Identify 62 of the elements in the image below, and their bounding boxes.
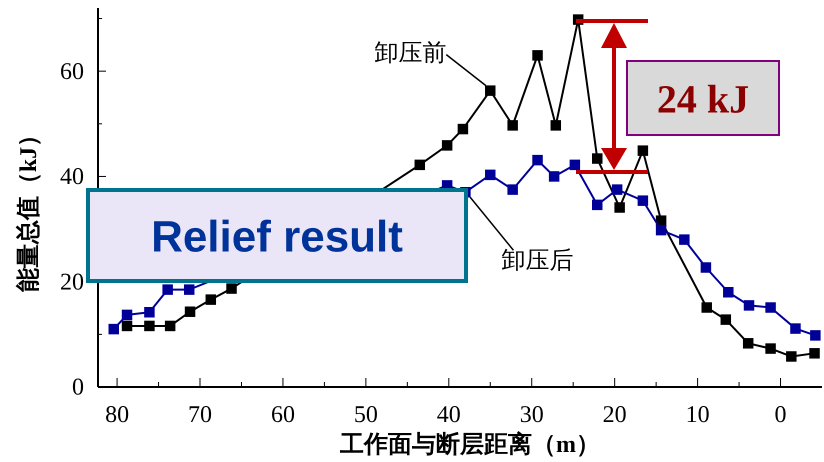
point <box>765 302 776 313</box>
point <box>226 283 237 294</box>
x-tick-label: 50 <box>354 402 378 428</box>
y-tick-label: 60 <box>60 58 84 85</box>
x-tick-label: 10 <box>686 402 710 428</box>
point <box>550 120 562 131</box>
x-tick-label: 30 <box>520 402 544 428</box>
point <box>458 124 468 134</box>
point <box>122 310 132 320</box>
point <box>507 120 518 131</box>
y-axis-title: 能量总值（kJ） <box>15 122 42 292</box>
point <box>765 343 776 354</box>
point <box>507 184 518 195</box>
point <box>184 306 196 317</box>
x-tick-label: 40 <box>436 402 461 428</box>
point <box>700 262 712 273</box>
y-tick-label: 40 <box>60 164 84 190</box>
point <box>144 320 155 332</box>
point <box>548 171 560 182</box>
legend-label: 卸压前 <box>374 40 446 67</box>
point <box>532 154 543 166</box>
point <box>164 320 176 332</box>
point <box>742 338 754 349</box>
x-tick-label: 60 <box>270 402 295 428</box>
point <box>679 234 690 245</box>
point <box>592 200 602 210</box>
point <box>809 348 820 359</box>
point <box>144 307 155 318</box>
point <box>638 195 648 206</box>
point <box>790 323 801 334</box>
point <box>810 330 821 341</box>
point <box>485 85 496 96</box>
point <box>701 302 712 313</box>
point <box>485 170 496 180</box>
point <box>206 294 216 305</box>
y-tick-label: 0 <box>72 374 84 401</box>
annotation: 24 kJ <box>656 76 750 122</box>
point <box>612 184 622 195</box>
series-label: 卸压后 <box>501 248 574 274</box>
point <box>592 153 602 164</box>
point <box>108 324 119 334</box>
point <box>720 314 732 325</box>
point <box>656 224 666 236</box>
x-tick-label: 0 <box>774 402 787 428</box>
point <box>723 287 734 298</box>
point <box>614 202 625 213</box>
x-tick-label: 70 <box>188 402 212 428</box>
point <box>184 284 194 295</box>
x-axis-title: 工作面与断层距离（m） <box>339 431 600 458</box>
point <box>414 160 426 170</box>
point <box>442 140 452 151</box>
y-tick-label: 20 <box>60 269 84 296</box>
point <box>122 320 132 332</box>
point <box>532 50 543 61</box>
point <box>162 284 173 295</box>
point <box>786 351 797 362</box>
point <box>638 145 648 156</box>
x-tick-label: 80 <box>105 402 130 428</box>
annotation: Relief result <box>151 212 404 262</box>
point <box>744 300 754 311</box>
point <box>570 160 580 170</box>
x-tick-label: 20 <box>602 402 627 428</box>
